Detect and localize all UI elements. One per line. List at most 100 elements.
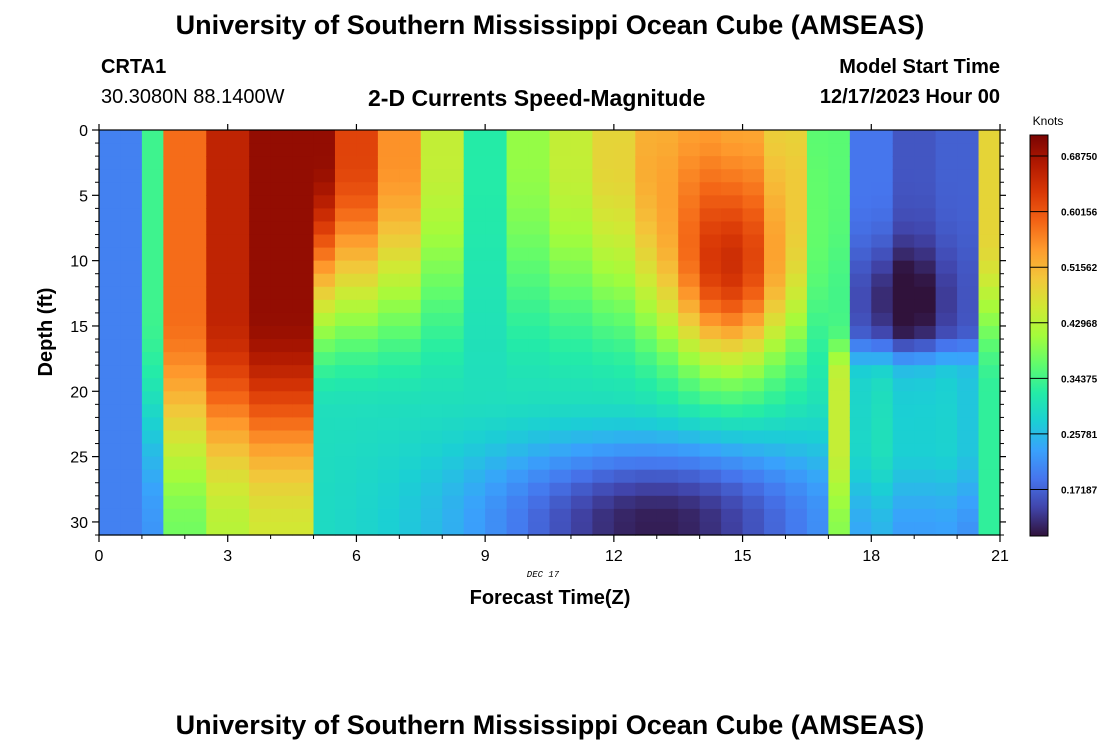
heatmap-cell [570, 143, 594, 157]
heatmap-cell [764, 312, 787, 327]
heatmap-cell [270, 469, 293, 484]
heatmap-cell [463, 234, 486, 249]
heatmap-cell [828, 208, 851, 223]
heatmap-cell [292, 391, 315, 405]
heatmap-cell [570, 169, 594, 183]
heatmap-cell [227, 273, 250, 288]
heatmap-cell [377, 169, 400, 183]
heatmap-cell [506, 469, 529, 484]
heatmap-cell [420, 339, 443, 353]
heatmap-cell [184, 521, 207, 536]
heatmap-cell [249, 286, 272, 301]
heatmap-cell [699, 365, 722, 379]
heatmap-cell [485, 169, 508, 183]
heatmap-cell [377, 495, 400, 510]
heatmap-cell [206, 456, 229, 471]
heatmap-cell [914, 352, 937, 366]
heatmap-cell [935, 156, 958, 170]
heatmap-cell [420, 325, 443, 340]
heatmap-cell [270, 404, 293, 419]
heatmap-cell [334, 130, 358, 144]
heatmap-cell [785, 365, 808, 379]
heatmap-cell [506, 365, 529, 379]
heatmap-cell [377, 365, 400, 379]
heatmap-cell [356, 417, 379, 432]
heatmap-cell [549, 469, 572, 484]
heatmap-cell [570, 378, 594, 392]
heatmap-cell [978, 417, 1001, 432]
heatmap-cell [549, 169, 572, 183]
heatmap-cell [828, 195, 851, 209]
heatmap-cell [442, 169, 465, 183]
heatmap-cell [935, 404, 958, 419]
heatmap-cell [570, 469, 594, 484]
heatmap-cell [313, 234, 336, 249]
heatmap-cell [313, 286, 336, 301]
heatmap-cell [141, 521, 164, 536]
heatmap-cell [141, 508, 164, 523]
heatmap-cell [764, 247, 787, 262]
heatmap-cell [678, 404, 701, 419]
heatmap-cell [292, 508, 315, 523]
heatmap-cell [613, 482, 636, 497]
heatmap-cell [549, 456, 572, 471]
heatmap-cell [141, 312, 164, 327]
heatmap-cell [528, 521, 551, 536]
heatmap-cell [892, 404, 915, 419]
heatmap-cell [99, 169, 122, 183]
heatmap-cell [270, 169, 293, 183]
heatmap-cell [656, 339, 679, 353]
station-coordinates: 30.3080N 88.1400W [101, 86, 285, 108]
heatmap-cell [699, 130, 722, 144]
heatmap-cell [828, 378, 851, 392]
heatmap-cell [356, 469, 379, 484]
heatmap-cell [957, 469, 980, 484]
heatmap-cell [957, 339, 980, 353]
heatmap-cell [356, 299, 379, 314]
heatmap-cell [914, 378, 937, 392]
heatmap-cell [957, 169, 980, 183]
heatmap-cell [978, 156, 1001, 170]
heatmap-cell [742, 221, 765, 236]
heatmap-cell [506, 208, 529, 223]
heatmap-cell [506, 234, 529, 249]
heatmap-cell [721, 143, 744, 157]
heatmap-cell [828, 352, 851, 366]
heatmap-cell [892, 339, 915, 353]
heatmap-cell [721, 443, 744, 458]
heatmap-cell [334, 365, 358, 379]
heatmap-cell [528, 430, 551, 445]
heatmap-cell [506, 221, 529, 236]
heatmap-cell [613, 208, 636, 223]
heatmap-cell [892, 130, 915, 144]
heatmap-cell [99, 195, 122, 209]
heatmap-cell [871, 495, 894, 510]
heatmap-cell [506, 391, 529, 405]
x-tick-label: 15 [734, 548, 752, 565]
heatmap-cell [914, 430, 937, 445]
heatmap-cell [592, 391, 615, 405]
heatmap-cell [377, 234, 400, 249]
heatmap-cell [656, 169, 679, 183]
y-tick-label: 0 [79, 123, 88, 140]
heatmap-cell [485, 221, 508, 236]
heatmap-cell [141, 325, 164, 340]
heatmap-cell [120, 273, 143, 288]
heatmap-cell [313, 508, 336, 523]
heatmap-cell [871, 456, 894, 471]
heatmap-cell [99, 430, 122, 445]
heatmap-cell [249, 260, 272, 275]
heatmap-cell [742, 365, 765, 379]
heatmap-cell [635, 260, 658, 275]
heatmap-cell [678, 299, 701, 314]
heatmap-cell [313, 352, 336, 366]
heatmap-cell [678, 508, 701, 523]
heatmap-cell [485, 404, 508, 419]
heatmap-cell [806, 417, 829, 432]
heatmap-cell [184, 143, 207, 157]
heatmap-cell [978, 469, 1001, 484]
heatmap-cell [549, 312, 572, 327]
heatmap-cell [292, 417, 315, 432]
heatmap-cell [721, 378, 744, 392]
heatmap-cell [957, 247, 980, 262]
